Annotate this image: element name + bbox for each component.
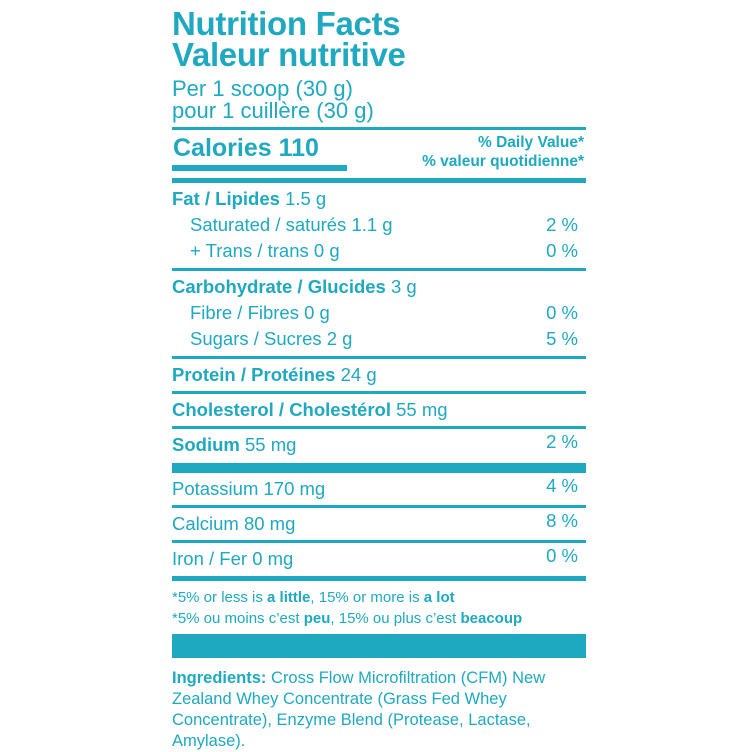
footnote-french: *5% ou moins c’est peu, 15% ou plus c’es… bbox=[172, 608, 586, 629]
cholesterol-row: Cholesterol / Cholestérol 55 mg bbox=[172, 394, 586, 423]
divider-calcium bbox=[172, 540, 586, 543]
divider-calories bbox=[172, 178, 586, 183]
carbohydrate-amount: 3 g bbox=[385, 276, 417, 297]
sodium-label: Sodium bbox=[172, 434, 240, 455]
footnote-fr-part2: , 15% ou plus c’est bbox=[330, 610, 461, 627]
calories-underline bbox=[172, 165, 347, 171]
divider-potassium bbox=[172, 505, 586, 508]
calcium-row: Calcium 80 mg 8 % bbox=[172, 508, 586, 537]
potassium-label: Potassium 170 mg bbox=[172, 478, 326, 499]
calcium-label: Calcium 80 mg bbox=[172, 513, 296, 534]
sugars-row: Sugars / Sucres 2 g 5 % bbox=[172, 326, 586, 352]
potassium-pct: 4 % bbox=[546, 475, 578, 496]
nutrition-label: Nutrition Facts Valeur nutritive Per 1 s… bbox=[172, 5, 586, 752]
fibre-label: Fibre / Fibres 0 g bbox=[190, 302, 330, 323]
calcium-pct: 8 % bbox=[546, 510, 578, 531]
serving-size-english: Per 1 scoop (30 g) bbox=[172, 76, 353, 101]
fat-row: Fat / Lipides 1.5 g bbox=[172, 183, 586, 212]
iron-label: Iron / Fer 0 mg bbox=[172, 548, 294, 569]
protein-label: Protein / Protéines bbox=[172, 364, 336, 385]
footnote-en-part2: , 15% or more is bbox=[310, 589, 424, 606]
serving-size-french: pour 1 cuillère (30 g) bbox=[172, 98, 374, 123]
accent-band bbox=[172, 634, 586, 658]
sugars-pct: 5 % bbox=[546, 328, 578, 349]
footnote-en-part1: *5% or less is bbox=[172, 589, 268, 606]
sugars-label: Sugars / Sucres 2 g bbox=[190, 328, 353, 349]
divider-carb bbox=[172, 356, 586, 359]
iron-row: Iron / Fer 0 mg 0 % bbox=[172, 543, 586, 572]
title-french: Valeur nutritive bbox=[172, 36, 406, 73]
calories-value: Calories 110 bbox=[173, 134, 319, 162]
cholesterol-amount: 55 mg bbox=[390, 399, 448, 420]
footnote-fr-part1: *5% ou moins c’est bbox=[172, 610, 304, 627]
footnote-english: *5% or less is a little, 15% or more is … bbox=[172, 587, 586, 608]
carbohydrate-label: Carbohydrate / Glucides bbox=[172, 276, 386, 297]
footnote-en-little: a little bbox=[267, 589, 311, 606]
divider-fat bbox=[172, 268, 586, 271]
calories-row: Calories 110 % Daily Value* % valeur quo… bbox=[172, 130, 586, 178]
fibre-row: Fibre / Fibres 0 g 0 % bbox=[172, 300, 586, 326]
divider-top bbox=[172, 127, 586, 130]
footnote-fr-beacoup: beacoup bbox=[460, 610, 523, 627]
sodium-pct: 2 % bbox=[546, 431, 578, 452]
saturated-pct: 2 % bbox=[546, 214, 578, 235]
daily-value-french: % valeur quotidienne* bbox=[422, 153, 584, 170]
divider-protein bbox=[172, 391, 586, 394]
protein-amount: 24 g bbox=[335, 364, 377, 385]
ingredients-label: Ingredients: bbox=[172, 669, 267, 687]
daily-value-english: % Daily Value* bbox=[478, 134, 584, 151]
footnote-en-lot: a lot bbox=[423, 589, 455, 606]
footnote: *5% or less is a little, 15% or more is … bbox=[172, 587, 586, 629]
footnote-fr-peu: peu bbox=[303, 610, 331, 627]
fat-label: Fat / Lipides bbox=[172, 188, 280, 209]
sodium-row: Sodium 55 mg 2 % bbox=[172, 429, 586, 458]
trans-row: + Trans / trans 0 g 0 % bbox=[172, 238, 586, 264]
trans-label: + Trans / trans 0 g bbox=[190, 240, 340, 261]
trans-pct: 0 % bbox=[546, 240, 578, 261]
fibre-pct: 0 % bbox=[546, 302, 578, 323]
saturated-row: Saturated / saturés 1.1 g 2 % bbox=[172, 212, 586, 238]
saturated-label: Saturated / saturés 1.1 g bbox=[190, 214, 393, 235]
potassium-row: Potassium 170 mg 4 % bbox=[172, 473, 586, 502]
carbohydrate-row: Carbohydrate / Glucides 3 g bbox=[172, 271, 586, 300]
cholesterol-label: Cholesterol / Cholestérol bbox=[172, 399, 391, 420]
title-english: Nutrition Facts bbox=[172, 5, 401, 42]
divider-cholesterol bbox=[172, 426, 586, 429]
protein-row: Protein / Protéines 24 g bbox=[172, 359, 586, 388]
iron-pct: 0 % bbox=[546, 545, 578, 566]
ingredients-text: Cross Flow Microfiltration (CFM) New Zea… bbox=[172, 669, 546, 750]
fat-amount: 1.5 g bbox=[279, 188, 327, 209]
divider-iron bbox=[172, 576, 586, 581]
daily-value-header: % Daily Value* % valeur quotidienne* bbox=[422, 133, 584, 171]
sodium-amount: 55 mg bbox=[239, 434, 297, 455]
ingredients: Ingredients: Cross Flow Microfiltration … bbox=[172, 668, 586, 752]
divider-sodium bbox=[172, 463, 586, 473]
